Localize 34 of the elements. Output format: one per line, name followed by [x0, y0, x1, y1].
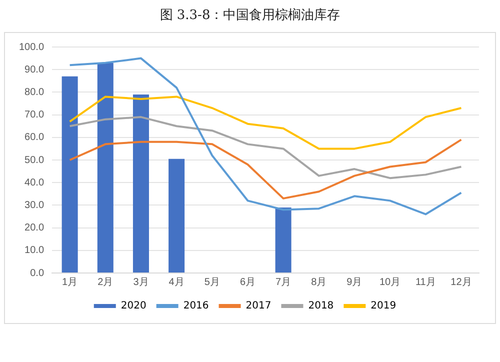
legend-label: 2020	[120, 300, 146, 312]
bar	[168, 158, 185, 272]
y-tick-label: 90.0	[24, 64, 44, 76]
y-tick-label: 70.0	[24, 110, 44, 121]
y-tick-label: 60.0	[24, 132, 44, 144]
x-tick-label: 3月	[133, 276, 149, 288]
legend-label: 2018	[308, 300, 334, 312]
x-tick-label: 1月	[62, 276, 78, 288]
y-tick-label: 30.0	[24, 200, 44, 211]
y-tick-label: 40.0	[24, 177, 44, 188]
y-tick-label: 20.0	[24, 222, 44, 234]
y-tick-label: 100.0	[18, 42, 44, 53]
legend-label: 2017	[246, 300, 272, 312]
y-tick-label: 50.0	[24, 154, 44, 166]
y-tick-label: 80.0	[24, 86, 44, 98]
bar	[132, 94, 149, 272]
chart-title: 图 3.3-8：中国食用棕榈油库存	[158, 7, 342, 25]
x-tick-label: 2月	[98, 276, 114, 288]
x-tick-label: 11月	[415, 276, 436, 288]
y-tick-label: 0.0	[30, 268, 44, 279]
x-tick-label: 8月	[311, 276, 327, 288]
x-tick-label: 4月	[168, 276, 184, 288]
x-tick-label: 9月	[346, 276, 362, 288]
bar	[275, 207, 292, 272]
x-tick-label: 7月	[276, 276, 292, 288]
y-tick-label: 10.0	[24, 245, 44, 256]
x-tick-label: 12月	[450, 276, 472, 288]
legend-label: 2019	[370, 300, 396, 312]
bar	[62, 76, 78, 272]
legend-label: 2016	[183, 300, 209, 312]
x-tick-label: 5月	[204, 276, 220, 288]
bar	[97, 62, 114, 272]
x-tick-label: 6月	[240, 276, 256, 288]
x-tick-label: 10月	[379, 276, 401, 288]
